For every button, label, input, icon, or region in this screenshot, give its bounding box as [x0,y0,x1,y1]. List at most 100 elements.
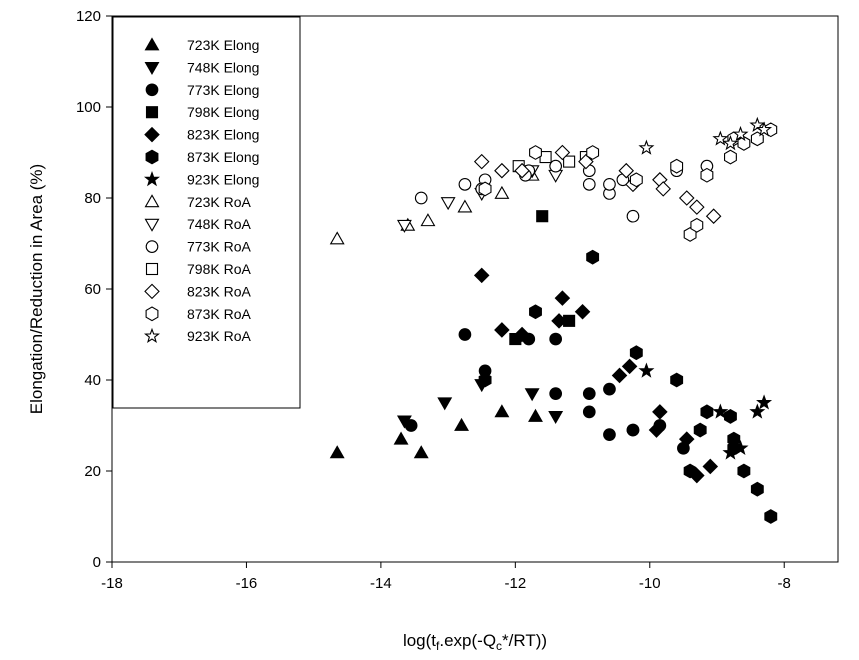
y-axis-title: Elongation/Reduction in Area (%) [27,164,46,414]
data-point [724,408,737,424]
data-point [582,387,596,401]
legend-entry-label: 773K Elong [187,82,259,98]
x-tick-label: -14 [370,575,392,592]
data-point [458,178,472,191]
legend-entry-label: 873K Elong [187,149,259,165]
data-point [478,181,492,197]
data-point [712,130,729,146]
data-point [683,463,697,479]
data-point [396,219,412,233]
data-point [574,303,591,320]
data-point [413,445,429,459]
data-marks [329,116,778,524]
data-point [626,423,640,437]
legend-marker [143,170,161,187]
data-point [732,439,749,456]
data-point [629,345,643,361]
x-tick-label: -8 [778,575,791,592]
legend-entry-label: 823K Elong [187,127,259,143]
data-point [514,162,530,179]
x-tick-label: -12 [504,575,526,592]
series-823k-roa [473,144,722,224]
data-point [756,394,773,410]
data-point [764,509,778,524]
legend-marker [145,83,159,97]
data-point [454,417,470,431]
data-point [494,185,510,199]
data-point [629,172,643,188]
legend-marker [145,240,159,253]
data-point [440,197,456,211]
data-point [712,403,729,419]
legend-marker [143,327,161,344]
data-point [724,149,737,165]
x-axis-title-part: log(t [403,631,436,650]
data-point [689,199,705,215]
data-point [554,290,571,306]
y-tick-label: 40 [84,372,101,389]
data-point [473,153,490,170]
legend-marker [144,126,160,143]
legend-entry-label: 798K Elong [187,104,259,120]
data-point [494,322,510,338]
data-point [549,159,563,173]
x-axis-title-part: .exp(-Q [439,631,496,650]
series-873k-roa [478,122,778,242]
x-axis-title-subscript: f [436,639,440,653]
legend-marker [145,306,159,322]
data-point [528,408,543,422]
data-point [578,153,594,170]
legend-marker [144,37,160,51]
data-point [582,405,596,419]
data-point [473,267,490,284]
legend-entry-label: 723K RoA [187,194,251,210]
legend-entry-label: 923K RoA [187,328,251,344]
data-point [618,162,635,179]
data-point [670,158,684,174]
y-tick-label: 100 [76,99,101,116]
y-tick-label: 120 [76,8,101,25]
data-point [737,463,751,479]
data-point [514,326,530,343]
series-798k-elong [509,210,576,346]
legend-marker [145,149,159,165]
data-point [732,125,749,142]
data-point [702,458,719,475]
data-point [700,404,714,420]
legend-entry-label: 823K RoA [187,283,251,299]
data-point [548,410,564,425]
x-axis-title-part: */RT)) [502,631,547,650]
data-point [603,428,616,441]
data-point [494,162,510,179]
x-tick-label: -16 [236,575,258,592]
y-tick-label: 20 [84,463,101,480]
data-point [722,134,739,151]
legend-marker [145,106,159,119]
data-point [603,382,616,396]
legend-marker [144,283,160,300]
legend-marker [144,61,160,76]
data-point [524,388,540,402]
data-point [414,191,428,205]
data-point [648,422,665,438]
data-point [549,387,563,401]
data-point [750,481,764,497]
data-point [437,397,453,411]
series-723k-roa [329,167,540,245]
legend-marker [144,194,160,208]
legend-entry-label: 923K Elong [187,171,259,187]
data-point [494,404,510,418]
data-point [420,213,436,227]
x-tick-label: -10 [639,575,661,592]
x-tick-label: -18 [101,575,123,592]
legend-entry-label: 748K Elong [187,59,259,75]
data-point [722,444,739,460]
data-point [458,328,472,341]
axes: -18 -16 -14 -12 -10 -8 0 20 40 60 80 100 120 Elongati… [27,8,839,653]
x-axis-title-subscript: c [496,639,502,653]
y-tick-label: 0 [93,554,101,571]
legend-entry-label: 773K RoA [187,239,251,255]
data-point [529,304,542,320]
y-tick-label: 80 [84,190,101,207]
data-point [563,155,576,168]
